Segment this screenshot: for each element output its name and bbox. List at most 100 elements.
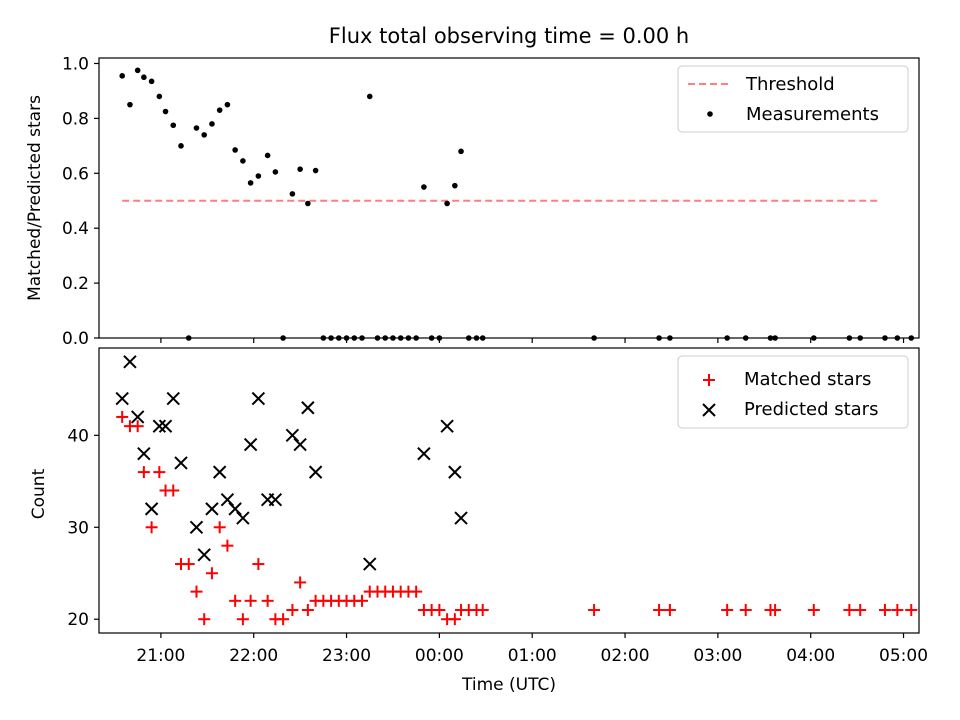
measurement-point: [232, 147, 238, 153]
predicted-star-point: [130, 410, 145, 424]
matched-star-point: [739, 604, 752, 617]
predicted-star-point: [212, 465, 227, 479]
predicted-star-point: [308, 465, 323, 479]
measurement-point: [366, 93, 373, 100]
x-axis-label: Time (UTC): [461, 675, 556, 695]
matched-star-point: [878, 604, 891, 617]
measurements-legend-swatch: [707, 111, 713, 117]
matched-star-point: [182, 558, 195, 571]
measurement-point: [272, 169, 279, 175]
predicted-star-point: [152, 419, 167, 433]
x-tick-label: 04:00: [786, 646, 835, 666]
measurement-point: [421, 184, 427, 190]
predicted-star-point: [363, 557, 377, 571]
measurement-point: [156, 93, 163, 100]
measurement-point: [297, 166, 303, 172]
matched-star-point: [356, 594, 369, 607]
ratio-y-tick-label: 0.4: [62, 219, 89, 239]
predicted-legend-label: Predicted stars: [744, 399, 878, 420]
predicted-star-point: [174, 456, 188, 470]
x-tick-label: 22:00: [229, 646, 278, 666]
measurement-point: [193, 125, 200, 131]
threshold-legend-label: Threshold: [745, 74, 835, 95]
matched-star-point: [261, 594, 274, 607]
predicted-star-point: [454, 511, 468, 525]
measurement-point: [178, 143, 184, 149]
measurement-point: [240, 158, 246, 164]
matched-legend-label: Matched stars: [744, 369, 871, 390]
predicted-star-point: [243, 437, 258, 452]
matched-star-point: [137, 466, 150, 479]
measurement-point: [141, 74, 147, 81]
predicted-star-point: [123, 355, 137, 369]
ratio-legend: Threshold Measurements: [677, 65, 909, 133]
ratio-panel: Flux total observing time = 0.00 h 0.0 0.…: [25, 24, 920, 349]
predicted-star-point: [158, 419, 173, 433]
ratio-y-tick-label: 0.6: [62, 164, 89, 184]
measurements-legend-label: Measurements: [746, 104, 879, 125]
matched-star-point: [286, 604, 299, 617]
measurement-point: [458, 148, 464, 155]
matched-star-point: [236, 613, 249, 626]
x-tick-label: 01:00: [508, 646, 557, 666]
measurement-point: [264, 152, 271, 159]
matched-star-point: [721, 604, 734, 617]
counts-y-tick-label: 30: [67, 518, 89, 538]
matched-star-point: [448, 613, 461, 626]
measurement-point: [444, 200, 450, 207]
measurement-point: [312, 167, 319, 174]
predicted-star-point: [440, 419, 454, 433]
matched-star-point: [769, 604, 782, 617]
predicted-star-point: [293, 437, 307, 452]
predicted-star-point: [268, 492, 283, 507]
matched-star-point: [588, 604, 601, 617]
matched-legend-swatch: [703, 374, 715, 386]
counts-legend: Matched stars Predicted stars: [677, 355, 909, 429]
matched-star-point: [807, 604, 820, 617]
matched-star-point: [663, 604, 676, 617]
matched-star-point: [891, 604, 904, 617]
predicted-star-point: [220, 492, 235, 507]
predicted-star-point: [137, 447, 151, 461]
ratio-y-tick-label: 0.8: [62, 109, 89, 129]
counts-y-axis-label: Count: [29, 468, 49, 519]
matched-star-point: [653, 604, 666, 617]
predicted-star-point: [189, 520, 204, 534]
matched-star-point: [301, 604, 314, 617]
matched-star-point: [843, 604, 856, 617]
ratio-legend-box: [677, 65, 909, 133]
predicted-star-point: [205, 502, 219, 516]
predicted-star-point: [236, 511, 250, 525]
measurement-point: [255, 173, 262, 179]
predicted-legend-swatch: [702, 403, 716, 417]
counts-y-tick-label: 40: [67, 426, 89, 446]
x-tick-label: 02:00: [601, 646, 650, 666]
predicted-star-point: [166, 391, 180, 406]
measurement-point: [119, 73, 126, 79]
matched-star-point: [167, 484, 180, 497]
matched-star-point: [854, 604, 867, 617]
measurement-point: [216, 107, 223, 113]
chart-title: Flux total observing time = 0.00 h: [329, 24, 689, 48]
matched-star-point: [277, 613, 290, 626]
matched-star-point: [252, 558, 265, 571]
predicted-star-point: [228, 502, 242, 516]
predicted-star-point: [301, 401, 315, 415]
counts-plot-frame: [98, 347, 920, 634]
measurement-point: [224, 101, 231, 108]
matched-star-point: [116, 410, 129, 423]
measurement-point: [209, 121, 215, 127]
ratio-y-tick-label: 0.0: [62, 329, 89, 349]
predicted-star-point: [115, 391, 129, 406]
matched-star-point: [476, 604, 489, 617]
measurement-point: [134, 67, 141, 74]
matched-star-point: [131, 420, 144, 433]
matched-star-point: [221, 539, 234, 552]
matched-star-point: [145, 521, 158, 534]
x-tick-label: 05:00: [879, 646, 928, 666]
matched-star-point: [153, 466, 166, 479]
matched-star-point: [229, 594, 242, 607]
matched-star-point: [190, 585, 203, 598]
measurement-point: [289, 191, 296, 197]
